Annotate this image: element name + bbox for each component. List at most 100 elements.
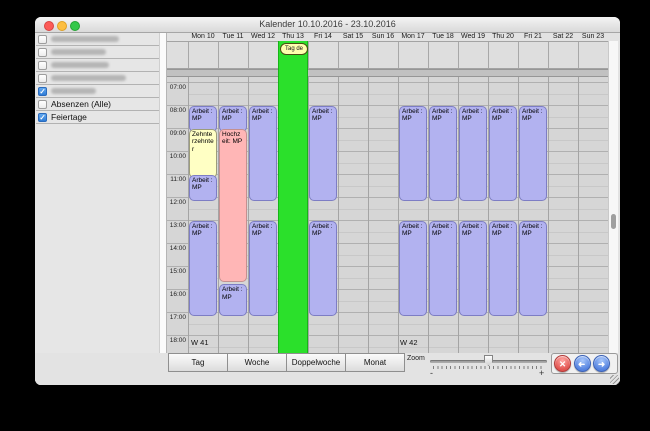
checkbox[interactable] — [38, 60, 47, 70]
zoom-slider-thumb[interactable] — [484, 355, 493, 366]
event-work[interactable]: Arbeit : MP — [309, 221, 337, 316]
all-day-cell[interactable] — [458, 42, 488, 68]
column-separator — [398, 77, 399, 353]
checkbox[interactable] — [38, 34, 47, 44]
all-day-cell[interactable] — [518, 42, 548, 68]
redacted-name — [51, 88, 96, 94]
all-day-cell[interactable] — [308, 42, 338, 68]
event-work[interactable]: Arbeit : MP — [459, 106, 487, 201]
day-header-fri-21: Fri 21 — [524, 33, 542, 40]
event-work[interactable]: Arbeit : MP — [429, 106, 457, 201]
hour-line — [167, 197, 608, 198]
view-button-twoweek[interactable]: Doppelwoche — [286, 353, 346, 372]
event-work[interactable]: Arbeit : MP — [309, 106, 337, 201]
scrollbar-thumb[interactable] — [611, 214, 616, 229]
calendar-item-redacted[interactable] — [36, 46, 160, 59]
redacted-name — [51, 49, 106, 55]
bottom-toolbar: Tag Woche Doppelwoche Monat Zoom - + ✕ ➜ ➜ — [35, 353, 620, 385]
forward-button[interactable]: ➜ — [593, 355, 610, 372]
hour-line — [167, 312, 608, 313]
column-separator — [578, 77, 579, 353]
event-work[interactable]: Arbeit : MP — [459, 221, 487, 316]
holiday-column[interactable]: Tag de — [278, 41, 308, 354]
view-button-month[interactable]: Monat — [345, 353, 405, 372]
checkbox[interactable]: ✓ — [38, 112, 47, 122]
all-day-cell[interactable] — [188, 42, 218, 68]
column-separator — [248, 77, 249, 353]
back-button[interactable]: ➜ — [573, 355, 591, 372]
all-day-cell[interactable] — [248, 42, 278, 68]
event-work[interactable]: Arbeit : MP — [429, 221, 457, 316]
calendar-item-redacted[interactable] — [36, 33, 160, 46]
time-label: 17:00 — [169, 314, 186, 321]
all-day-cell[interactable] — [428, 42, 458, 68]
checkbox[interactable] — [38, 47, 47, 57]
day-header-sat-15: Sat 15 — [342, 33, 364, 40]
event-work[interactable]: Arbeit : MP — [519, 106, 547, 201]
event-work[interactable]: Arbeit : MP — [249, 221, 277, 316]
checkbox[interactable] — [38, 73, 47, 83]
column-separator — [218, 77, 219, 353]
day-header-wed-12: Wed 12 — [251, 33, 275, 40]
calendar-sidebar: ✓ Absenzen (Alle) ✓ Feiertage — [35, 33, 166, 385]
event-work[interactable]: Arbeit : MP — [399, 221, 427, 316]
holiday-event[interactable]: Tag de — [280, 43, 308, 55]
calendar-item-redacted[interactable] — [36, 72, 160, 85]
event-anniversary[interactable]: Zehnterzehnter — [189, 129, 217, 178]
hour-line — [167, 289, 608, 290]
day-header-tue-11: Tue 11 — [222, 33, 244, 40]
event-work[interactable]: Arbeit : MP — [219, 106, 247, 132]
all-day-cell[interactable] — [578, 42, 608, 68]
event-work[interactable]: Arbeit : MP — [489, 106, 517, 201]
time-grid[interactable]: 07:00 08:00 09:00 10:00 11:00 12:00 13:00 14:00… — [167, 77, 609, 354]
hour-line — [167, 243, 608, 244]
calendar-item-redacted[interactable]: ✓ — [36, 85, 160, 98]
day-header-wed-19: Wed 19 — [461, 33, 485, 40]
hour-line — [167, 266, 608, 267]
all-day-cell[interactable] — [398, 42, 428, 68]
column-separator — [458, 77, 459, 353]
all-day-cell[interactable] — [338, 42, 368, 68]
column-separator — [308, 77, 309, 353]
calendar-item-feiertage[interactable]: ✓ Feiertage — [36, 111, 160, 124]
time-label: 09:00 — [169, 130, 186, 137]
all-day-cell[interactable] — [548, 42, 578, 68]
calendar-item-redacted[interactable] — [36, 59, 160, 72]
event-work[interactable]: Arbeit : MP — [249, 106, 277, 201]
time-label: 16:00 — [169, 291, 186, 298]
event-work[interactable]: Arbeit : MP — [489, 221, 517, 316]
close-button[interactable] — [44, 20, 54, 31]
title-bar[interactable]: Kalender 10.10.2016 - 23.10.2016 — [35, 17, 620, 33]
checkbox[interactable]: ✓ — [38, 86, 47, 96]
event-wedding[interactable]: Hochzeit: MP — [219, 129, 247, 282]
column-separator — [428, 77, 429, 353]
hour-line — [167, 151, 608, 152]
minimize-button[interactable] — [57, 20, 67, 31]
sidebar-scroll-strip[interactable] — [159, 33, 166, 373]
checkbox[interactable] — [38, 99, 47, 109]
resize-grip-icon[interactable] — [610, 375, 619, 384]
calendar-grid-area: Mon 10 Tue 11 Wed 12 Thu 13 Fri 14 Sat 15 Sun … — [166, 33, 620, 385]
event-work[interactable]: Arbeit : MP — [519, 221, 547, 316]
day-header-mon-17: Mon 17 — [401, 33, 425, 40]
calendar-item-absenzen-alle-[interactable]: Absenzen (Alle) — [36, 98, 160, 111]
all-day-cell[interactable] — [218, 42, 248, 68]
event-work[interactable]: Arbeit : MP — [219, 284, 247, 316]
hour-line — [167, 128, 608, 129]
zoom-window-button[interactable] — [70, 20, 80, 31]
view-button-day[interactable]: Tag — [168, 353, 228, 372]
vertical-scrollbar[interactable] — [608, 41, 618, 354]
redacted-name — [51, 75, 126, 81]
view-button-week[interactable]: Woche — [227, 353, 287, 372]
delete-button[interactable]: ✕ — [554, 355, 571, 372]
nav-button-group: ✕ ➜ ➜ — [551, 353, 618, 374]
time-label: 13:00 — [169, 222, 186, 229]
event-work[interactable]: Arbeit : MP — [189, 221, 217, 316]
column-separator — [548, 77, 549, 353]
event-work[interactable]: Arbeit : MP — [399, 106, 427, 201]
all-day-cell[interactable] — [488, 42, 518, 68]
all-day-row[interactable] — [167, 41, 618, 69]
event-work[interactable]: Arbeit : MP — [189, 175, 217, 201]
all-day-cell[interactable] — [368, 42, 398, 68]
calendar-list: ✓ Absenzen (Alle) ✓ Feiertage — [35, 33, 166, 124]
